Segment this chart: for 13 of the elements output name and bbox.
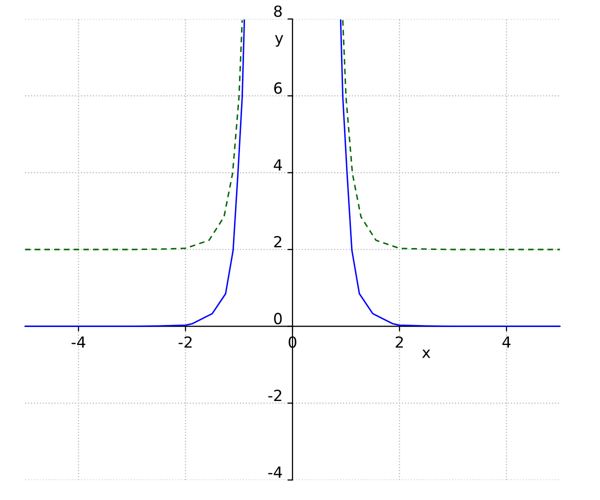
- y-tick-label: 2: [274, 236, 282, 248]
- y-tick-label: 8: [274, 5, 282, 18]
- x-tick-label: -2: [178, 336, 192, 348]
- y-tick-label: 6: [274, 82, 282, 94]
- y-axis-title: y: [275, 35, 284, 47]
- y-tick-label: 0: [274, 312, 282, 324]
- y-tick-label: 4: [274, 159, 282, 170]
- x-tick-label: 2: [396, 336, 403, 348]
- x-tick-label: -4: [72, 336, 86, 348]
- y-tick-label: -4: [268, 466, 282, 478]
- x-tick-label: 4: [502, 336, 511, 348]
- y-tick-label: -2: [268, 390, 282, 401]
- x-axis-title: x: [422, 350, 430, 358]
